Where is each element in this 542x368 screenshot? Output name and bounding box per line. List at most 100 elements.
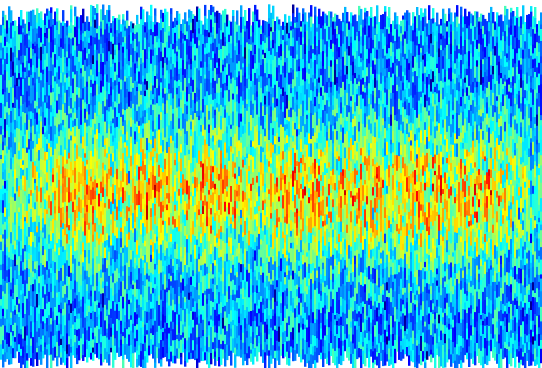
texture-cell bbox=[200, 305, 203, 315]
texture-cell bbox=[260, 311, 263, 323]
texture-cell bbox=[228, 146, 231, 162]
texture-cell bbox=[228, 314, 231, 325]
texture-cell bbox=[174, 53, 177, 64]
texture-cell bbox=[232, 221, 235, 229]
texture-cell bbox=[164, 289, 167, 304]
texture-cell bbox=[140, 212, 143, 221]
texture-cell bbox=[228, 286, 231, 300]
texture-cell bbox=[10, 317, 13, 326]
texture-cell bbox=[80, 317, 83, 327]
texture-cell bbox=[212, 181, 215, 189]
texture-cell bbox=[242, 147, 245, 156]
texture-cell bbox=[18, 271, 21, 276]
texture-cell bbox=[4, 14, 7, 30]
texture-cell bbox=[200, 213, 203, 228]
texture-cell bbox=[18, 142, 21, 152]
texture-cell bbox=[244, 259, 247, 268]
texture-cell bbox=[106, 298, 109, 310]
texture-cell bbox=[190, 184, 193, 193]
texture-cell bbox=[8, 216, 11, 224]
texture-cell bbox=[136, 180, 139, 195]
texture-cell bbox=[174, 276, 177, 281]
texture-cell bbox=[110, 201, 113, 215]
texture-cell bbox=[60, 280, 63, 288]
texture-cell bbox=[144, 84, 147, 92]
texture-cell bbox=[148, 331, 151, 347]
texture-cell bbox=[272, 227, 275, 234]
texture-cell bbox=[178, 337, 181, 342]
texture-cell bbox=[142, 321, 145, 328]
texture-cell bbox=[16, 191, 19, 202]
texture-cell bbox=[168, 347, 171, 360]
texture-cell bbox=[4, 325, 7, 341]
texture-cell bbox=[182, 343, 185, 353]
texture-cell bbox=[20, 159, 23, 169]
texture-cell bbox=[160, 311, 163, 321]
texture-cell bbox=[174, 312, 177, 326]
texture-cell bbox=[284, 117, 287, 125]
texture-cell bbox=[104, 335, 107, 349]
texture-cell bbox=[266, 21, 269, 38]
texture-cell bbox=[58, 271, 61, 283]
texture-cell bbox=[156, 331, 159, 348]
texture-cell bbox=[66, 101, 69, 116]
texture-cell bbox=[130, 32, 133, 45]
texture-cell bbox=[138, 41, 141, 58]
texture-cell bbox=[134, 139, 137, 145]
texture-cell bbox=[190, 261, 193, 278]
texture-cell bbox=[196, 21, 199, 38]
texture-cell bbox=[182, 258, 185, 269]
texture-cell bbox=[250, 301, 253, 312]
texture-cell bbox=[276, 340, 279, 352]
texture-cell bbox=[166, 193, 169, 200]
texture-cell bbox=[190, 192, 193, 197]
texture-cell bbox=[90, 275, 93, 286]
texture-cell bbox=[220, 323, 223, 335]
texture-cell bbox=[150, 272, 153, 283]
texture-cell bbox=[214, 235, 217, 248]
texture-cell bbox=[254, 140, 257, 149]
texture-cell bbox=[26, 107, 29, 116]
texture-cell bbox=[12, 163, 15, 172]
texture-cell bbox=[80, 241, 83, 255]
texture-cell bbox=[234, 275, 237, 286]
texture-cell bbox=[230, 162, 233, 176]
texture-cell bbox=[100, 211, 103, 224]
texture-cell bbox=[114, 208, 117, 222]
texture-cell bbox=[74, 88, 77, 102]
texture-cell bbox=[256, 187, 259, 193]
texture-cell bbox=[246, 225, 249, 234]
texture-cell bbox=[276, 168, 279, 179]
texture-cell bbox=[44, 125, 47, 134]
texture-cell bbox=[220, 129, 223, 141]
texture-cell bbox=[142, 62, 145, 77]
texture-cell bbox=[270, 271, 273, 280]
texture-cell bbox=[84, 235, 87, 251]
texture-cell bbox=[138, 91, 141, 107]
texture-cell bbox=[270, 94, 273, 108]
texture-cell bbox=[272, 134, 275, 146]
texture-cell bbox=[46, 344, 49, 350]
texture-cell bbox=[112, 59, 115, 65]
texture-cell bbox=[164, 328, 167, 334]
texture-cell bbox=[54, 251, 57, 263]
texture-cell bbox=[100, 207, 103, 212]
texture-cell bbox=[14, 322, 17, 338]
texture-cell bbox=[154, 224, 157, 235]
texture-cell bbox=[272, 128, 275, 136]
texture-cell bbox=[164, 24, 167, 33]
texture-cell bbox=[68, 44, 71, 59]
texture-cell bbox=[12, 197, 15, 214]
texture-cell bbox=[204, 4, 207, 17]
texture-cell bbox=[144, 246, 147, 256]
texture-cell bbox=[144, 286, 147, 301]
texture-cell bbox=[166, 307, 169, 324]
texture-cell bbox=[8, 194, 11, 204]
texture-cell bbox=[132, 280, 135, 286]
texture-cell bbox=[112, 118, 115, 124]
texture-cell bbox=[150, 198, 153, 209]
texture-cell bbox=[162, 253, 165, 267]
texture-cell bbox=[114, 33, 117, 46]
texture-cell bbox=[270, 74, 273, 88]
texture-cell bbox=[240, 108, 243, 115]
